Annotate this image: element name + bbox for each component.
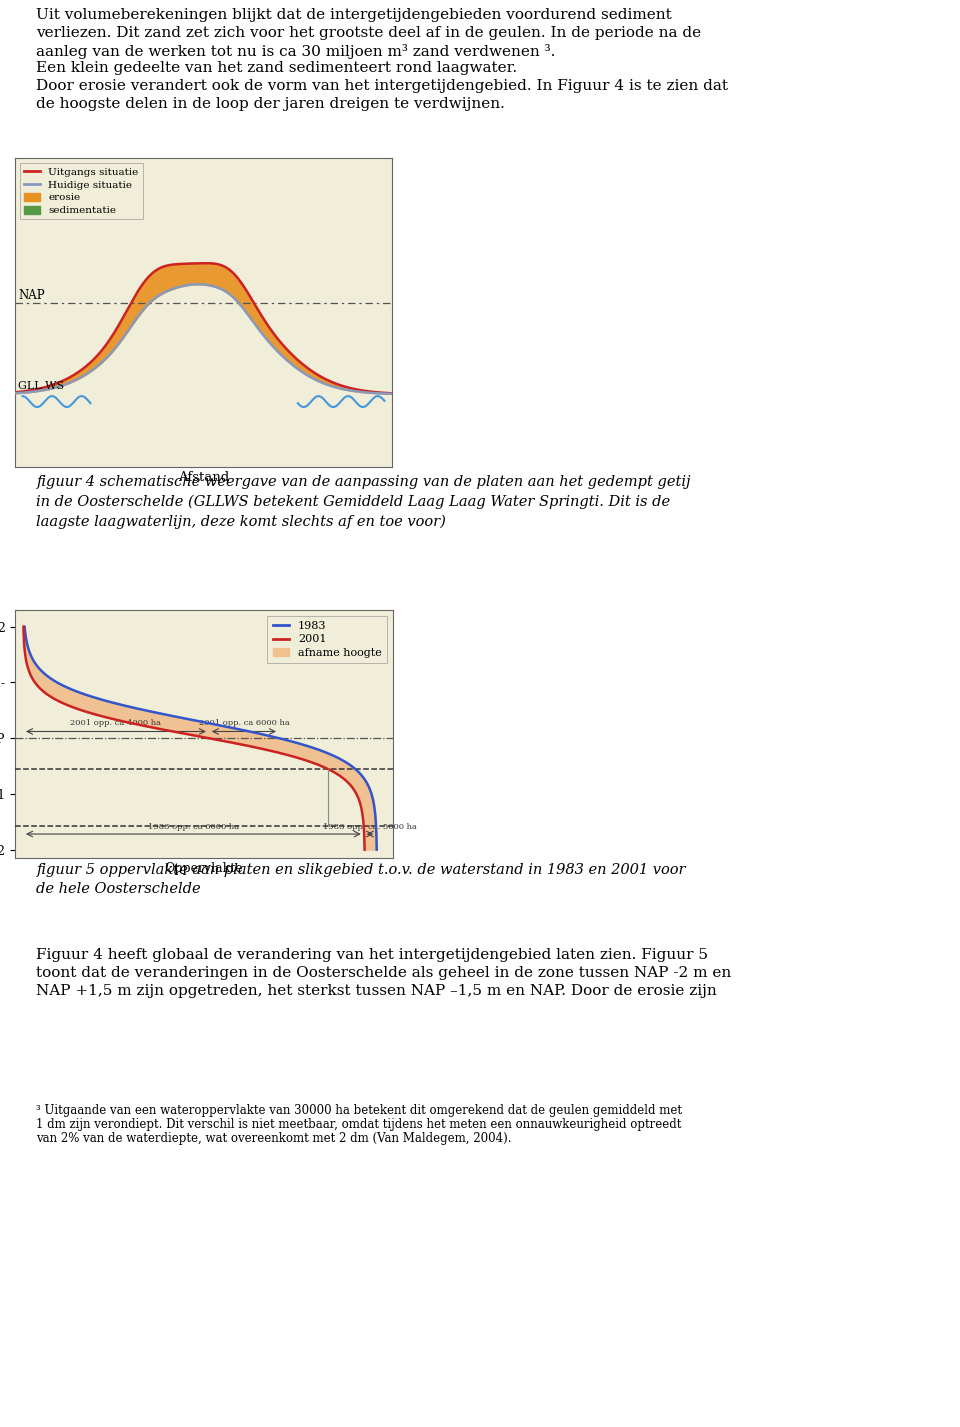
Text: NAP +1,5 m zijn opgetreden, het sterkst tussen NAP –1,5 m en NAP. Door de erosie: NAP +1,5 m zijn opgetreden, het sterkst … xyxy=(36,983,717,997)
Text: van 2% van de waterdiepte, wat overeenkomt met 2 dm (Van Maldegem, 2004).: van 2% van de waterdiepte, wat overeenko… xyxy=(36,1132,512,1144)
Text: toont dat de veranderingen in de Oosterschelde als geheel in de zone tussen NAP : toont dat de veranderingen in de Oosters… xyxy=(36,966,732,980)
Text: de hoogste delen in de loop der jaren dreigen te verdwijnen.: de hoogste delen in de loop der jaren dr… xyxy=(36,97,505,111)
X-axis label: Oppervlakte: Oppervlakte xyxy=(165,862,243,875)
X-axis label: Afstand: Afstand xyxy=(178,471,229,484)
Text: Een klein gedeelte van het zand sedimenteert rond laagwater.: Een klein gedeelte van het zand sediment… xyxy=(36,61,517,76)
Text: Figuur 4 heeft globaal de verandering van het intergetijdengebied laten zien. Fi: Figuur 4 heeft globaal de verandering va… xyxy=(36,948,708,962)
Text: NAP: NAP xyxy=(18,290,45,303)
Text: 2001 opp. ca 6000 ha: 2001 opp. ca 6000 ha xyxy=(199,719,289,726)
Text: 2001 opp. ca 4000 ha: 2001 opp. ca 4000 ha xyxy=(70,719,161,726)
Text: aanleg van de werken tot nu is ca 30 miljoen m³ zand verdwenen ³.: aanleg van de werken tot nu is ca 30 mil… xyxy=(36,44,556,59)
Text: 1 dm zijn verondiept. Dit verschil is niet meetbaar, omdat tijdens het meten een: 1 dm zijn verondiept. Dit verschil is ni… xyxy=(36,1117,682,1132)
Text: 1983 opp. ca 6000 ha: 1983 opp. ca 6000 ha xyxy=(148,823,239,831)
Text: figuur 4 schematische weergave van de aanpassing van de platen aan het gedempt g: figuur 4 schematische weergave van de aa… xyxy=(36,475,691,529)
Text: figuur 5 oppervlakte aan platen en slikgebied t.o.v. de waterstand in 1983 en 20: figuur 5 oppervlakte aan platen en slikg… xyxy=(36,863,686,896)
Text: Door erosie verandert ook de vorm van het intergetijdengebied. In Figuur 4 is te: Door erosie verandert ook de vorm van he… xyxy=(36,80,729,93)
Text: Uit volumeberekeningen blijkt dat de intergetijdengebieden voordurend sediment: Uit volumeberekeningen blijkt dat de int… xyxy=(36,9,672,21)
Text: GLL WS: GLL WS xyxy=(18,381,64,391)
Legend: Uitgangs situatie, Huidige situatie, erosie, sedimentatie: Uitgangs situatie, Huidige situatie, ero… xyxy=(20,163,143,220)
Text: 1983 opp. ca. 5000 ha: 1983 opp. ca. 5000 ha xyxy=(323,823,417,831)
Legend: 1983, 2001, afname hoogte: 1983, 2001, afname hoogte xyxy=(267,615,388,664)
Text: ³ Uitgaande van een wateroppervlakte van 30000 ha betekent dit omgerekend dat de: ³ Uitgaande van een wateroppervlakte van… xyxy=(36,1104,683,1117)
Text: verliezen. Dit zand zet zich voor het grootste deel af in de geulen. In de perio: verliezen. Dit zand zet zich voor het gr… xyxy=(36,26,702,40)
